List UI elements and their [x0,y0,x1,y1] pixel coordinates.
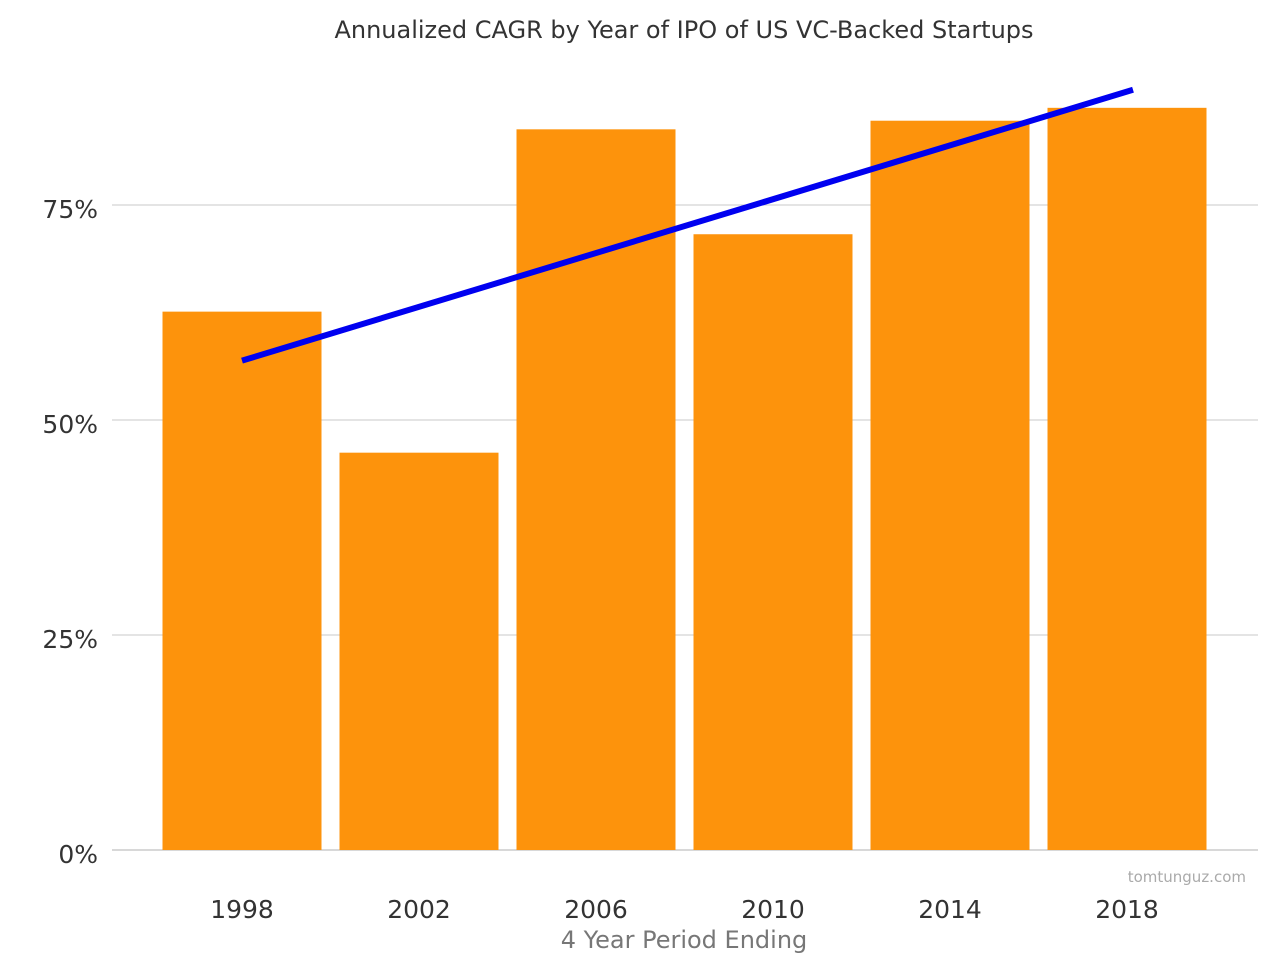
x-tick-label: 2010 [741,895,805,924]
y-tick-label: 75% [42,195,98,224]
x-tick-label: 2018 [1095,895,1159,924]
y-tick-label: 50% [42,410,98,439]
x-tick-label: 2006 [564,895,628,924]
x-tick-label: 2014 [918,895,982,924]
bar-2014 [870,120,1030,851]
x-axis-label: 4 Year Period Ending [561,926,808,954]
x-tick-label: 2002 [387,895,451,924]
bar-2018 [1047,107,1207,850]
y-tick-label: 0% [58,840,98,869]
watermark: tomtunguz.com [1128,868,1246,886]
y-axis-ticks: 0% 25% 50% 75% [42,195,98,869]
bar-2006 [516,129,676,850]
bar-1998 [162,311,322,850]
y-tick-label: 25% [42,625,98,654]
x-tick-label: 1998 [210,895,274,924]
bars [162,107,1207,851]
bar-2002 [339,452,499,850]
trendline [241,86,1134,364]
chart-title: Annualized CAGR by Year of IPO of US VC-… [334,16,1033,44]
bar-2010 [693,234,853,851]
trendline-layer [241,86,1134,364]
x-axis-ticks: 1998 2002 2006 2010 2014 2018 [210,895,1159,924]
